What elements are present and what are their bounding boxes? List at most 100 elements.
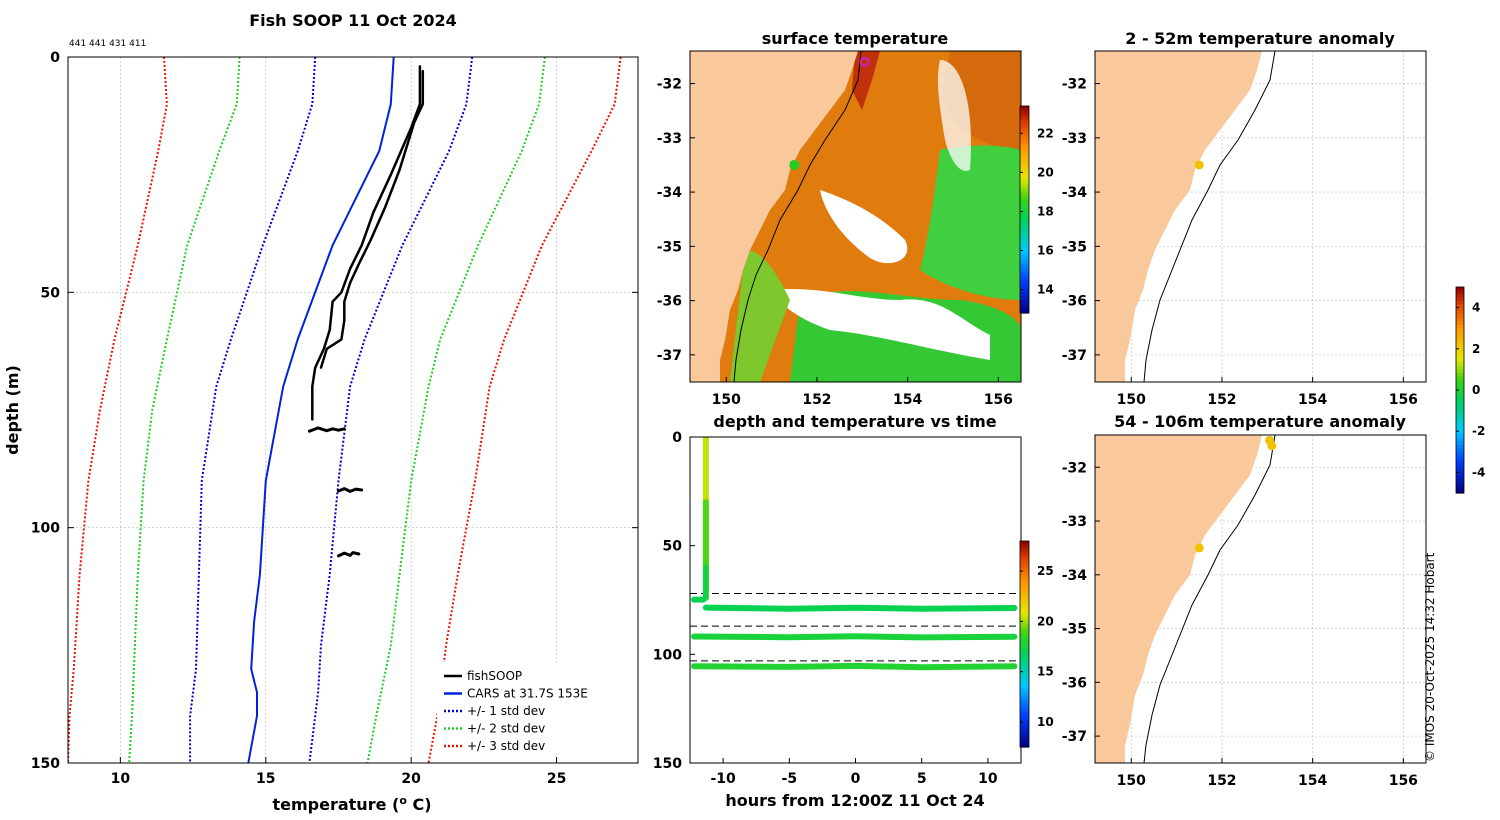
colorbar-cell — [1020, 688, 1029, 693]
anom-shallow-title: 2 - 52m temperature anomaly — [1125, 29, 1395, 48]
colorbar-cell — [1020, 219, 1029, 224]
series--2-std-dev-low- — [128, 57, 241, 763]
y-tick-label: -33 — [1062, 514, 1087, 530]
legend-label: +/- 3 std dev — [467, 739, 545, 753]
colorbar-cell — [1020, 599, 1029, 604]
profile-series — [68, 57, 622, 763]
colorbar-cell — [1456, 369, 1464, 374]
y-tick-label: 50 — [41, 285, 61, 301]
y-tick-label: 150 — [31, 756, 60, 772]
colorbar-cell — [1020, 192, 1029, 197]
colorbar-cell — [1456, 448, 1464, 453]
colorbar-cell — [1456, 300, 1464, 305]
anom-shallow-axes-frame — [1094, 50, 1427, 383]
shelf-contour — [1143, 435, 1276, 763]
colorbar-cell — [1020, 602, 1029, 607]
colorbar-cell — [1020, 644, 1029, 649]
colorbar-cell — [1020, 278, 1029, 283]
colorbar-tick-label: 20 — [1037, 165, 1054, 179]
colorbar-cell — [1020, 206, 1029, 211]
colorbar-cell — [1020, 681, 1029, 686]
anom-deep-panel: 54 - 106m temperature anomaly 150 152 154 1… — [1062, 412, 1427, 789]
colorbar-cell — [1020, 230, 1029, 235]
colorbar-cell — [1020, 544, 1029, 549]
colorbar-cell — [1020, 637, 1029, 642]
colorbar-tick-label: 18 — [1037, 204, 1054, 218]
sst-cloud-north — [937, 60, 971, 171]
timeseries-colorbar: 10 15 20 25 — [1019, 540, 1054, 748]
y-tick-label: 0 — [672, 430, 682, 446]
land-nsw — [690, 51, 858, 382]
colorbar-cell — [1020, 271, 1029, 276]
sst-cloud-middle — [820, 190, 908, 264]
colorbar-cell — [1456, 427, 1464, 432]
colorbar-cell — [1020, 619, 1029, 624]
colorbar-cell — [1020, 554, 1029, 559]
colorbar-cell — [1020, 226, 1029, 231]
colorbar-cell — [1020, 161, 1029, 166]
series-fishsoop-cluster-79m- — [307, 426, 346, 433]
profile-axes-frame — [67, 56, 639, 764]
sst-panel: surface temperature 150 152 154 156 -32 -33 -3… — [657, 29, 1054, 408]
colorbar-cell — [1020, 633, 1029, 638]
colorbar-cell — [1020, 299, 1029, 304]
colorbar-cell — [1456, 393, 1464, 398]
colorbar-cell — [1020, 595, 1029, 600]
legend-label: CARS at 31.7S 153E — [467, 687, 588, 701]
x-tick-label: 0 — [851, 771, 861, 787]
x-tick-label: 15 — [256, 771, 275, 787]
colorbar-cell — [1020, 657, 1029, 662]
x-tick-label: 156 — [984, 392, 1013, 408]
colorbar-cell — [1020, 647, 1029, 652]
x-tick-label: 154 — [893, 392, 922, 408]
colorbar-cell — [1020, 709, 1029, 714]
colorbar-tick-label: 25 — [1037, 564, 1054, 578]
colorbar-cell — [1020, 268, 1029, 273]
x-tick-label: -5 — [782, 771, 798, 787]
colorbar-cell — [1020, 164, 1029, 169]
colorbar-cell — [1020, 740, 1029, 745]
colorbar-cell — [1020, 722, 1029, 727]
colorbar-cell — [1020, 285, 1029, 290]
colorbar-cell — [1020, 613, 1029, 618]
colorbar-cell — [1020, 541, 1029, 546]
colorbar-cell — [1456, 424, 1464, 429]
colorbar-cell — [1020, 309, 1029, 314]
colorbar-cell — [1020, 606, 1029, 611]
colorbar-cell — [1456, 345, 1464, 350]
y-tick-label: -34 — [657, 185, 683, 201]
colorbar-cell — [1020, 147, 1029, 152]
colorbar-tick-label: 16 — [1037, 244, 1054, 258]
colorbar-cell — [1020, 698, 1029, 703]
x-tick-label: 154 — [1298, 392, 1327, 408]
colorbar-cell — [1456, 403, 1464, 408]
sst-cloud-south — [770, 288, 990, 360]
profile-ylabel: depth (m) — [3, 365, 22, 455]
colorbar-cell — [1456, 348, 1464, 353]
profile-xlabel: temperature (o C) — [272, 794, 431, 814]
colorbar-cell — [1456, 489, 1464, 494]
legend-label: +/- 1 std dev — [467, 704, 545, 718]
colorbar-cell — [1020, 585, 1029, 590]
colorbar-cell — [1020, 199, 1029, 204]
shelf-contour — [1143, 51, 1276, 382]
colorbar-cell — [1020, 185, 1029, 190]
series-fishsoop-cluster-105m- — [337, 551, 361, 558]
y-tick-label: -34 — [1062, 185, 1088, 201]
colorbar-cell — [1456, 486, 1464, 491]
y-tick-label: -32 — [657, 77, 682, 93]
colorbar-cell — [1456, 434, 1464, 439]
colorbar-cell — [1020, 295, 1029, 300]
colorbar-cell — [1020, 157, 1029, 162]
timeseries-panel: depth and temperature vs time -10 -5 0 5 100… — [653, 412, 1054, 810]
anomaly-point — [1194, 160, 1204, 170]
colorbar-cell — [1020, 143, 1029, 148]
colorbar-cell — [1456, 335, 1464, 340]
colorbar-cell — [1020, 209, 1029, 214]
colorbar-cell — [1020, 212, 1029, 217]
x-tick-label: 150 — [1117, 773, 1146, 789]
x-tick-label: 150 — [712, 392, 741, 408]
anom-shallow-points — [1194, 160, 1204, 170]
